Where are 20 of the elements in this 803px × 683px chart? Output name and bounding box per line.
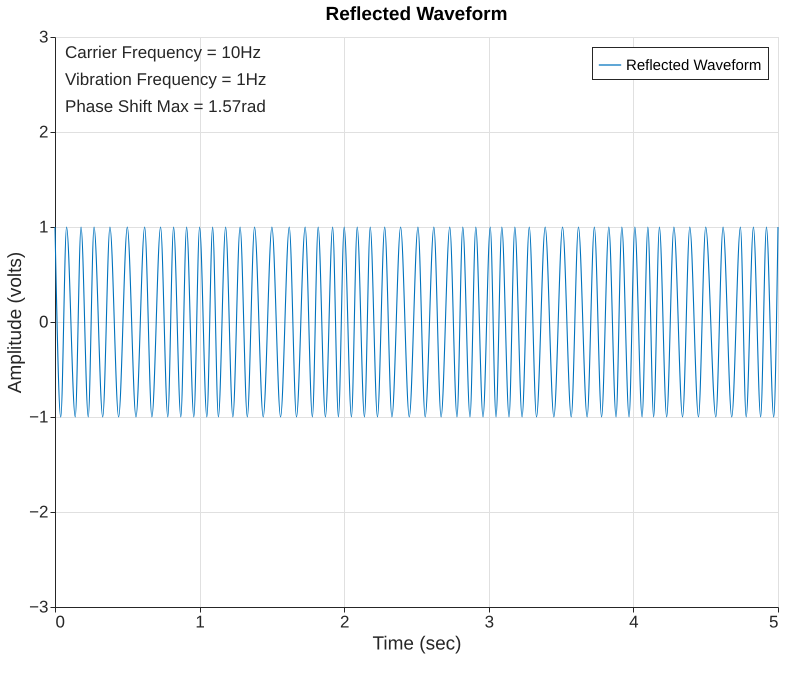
chart-title: Reflected Waveform [326,4,508,25]
x-axis-title: Time (sec) [372,634,462,654]
y-tick-label: 0 [39,312,48,332]
x-tick-label: 1 [195,612,205,632]
x-tick-label: 4 [629,612,639,632]
x-tick-label: 0 [56,612,65,632]
y-axis-title: Amplitude (volts) [5,252,26,394]
y-tick-label: 1 [39,218,48,236]
legend-label: Reflected Waveform [626,57,762,74]
annotation: Vibration Frequency = 1Hz [65,70,266,89]
y-tick-label: −1 [29,408,48,426]
y-tick-label: 3 [39,28,48,46]
x-tick-label: 2 [340,612,350,632]
y-tick-label: 2 [39,122,48,142]
x-tick-label: 5 [769,612,778,632]
x-tick-label: 3 [484,612,494,632]
y-tick-label: −3 [29,598,48,616]
annotation: Phase Shift Max = 1.57rad [65,97,266,116]
y-tick-label: −2 [29,502,48,522]
annotation: Carrier Frequency = 10Hz [65,43,262,62]
